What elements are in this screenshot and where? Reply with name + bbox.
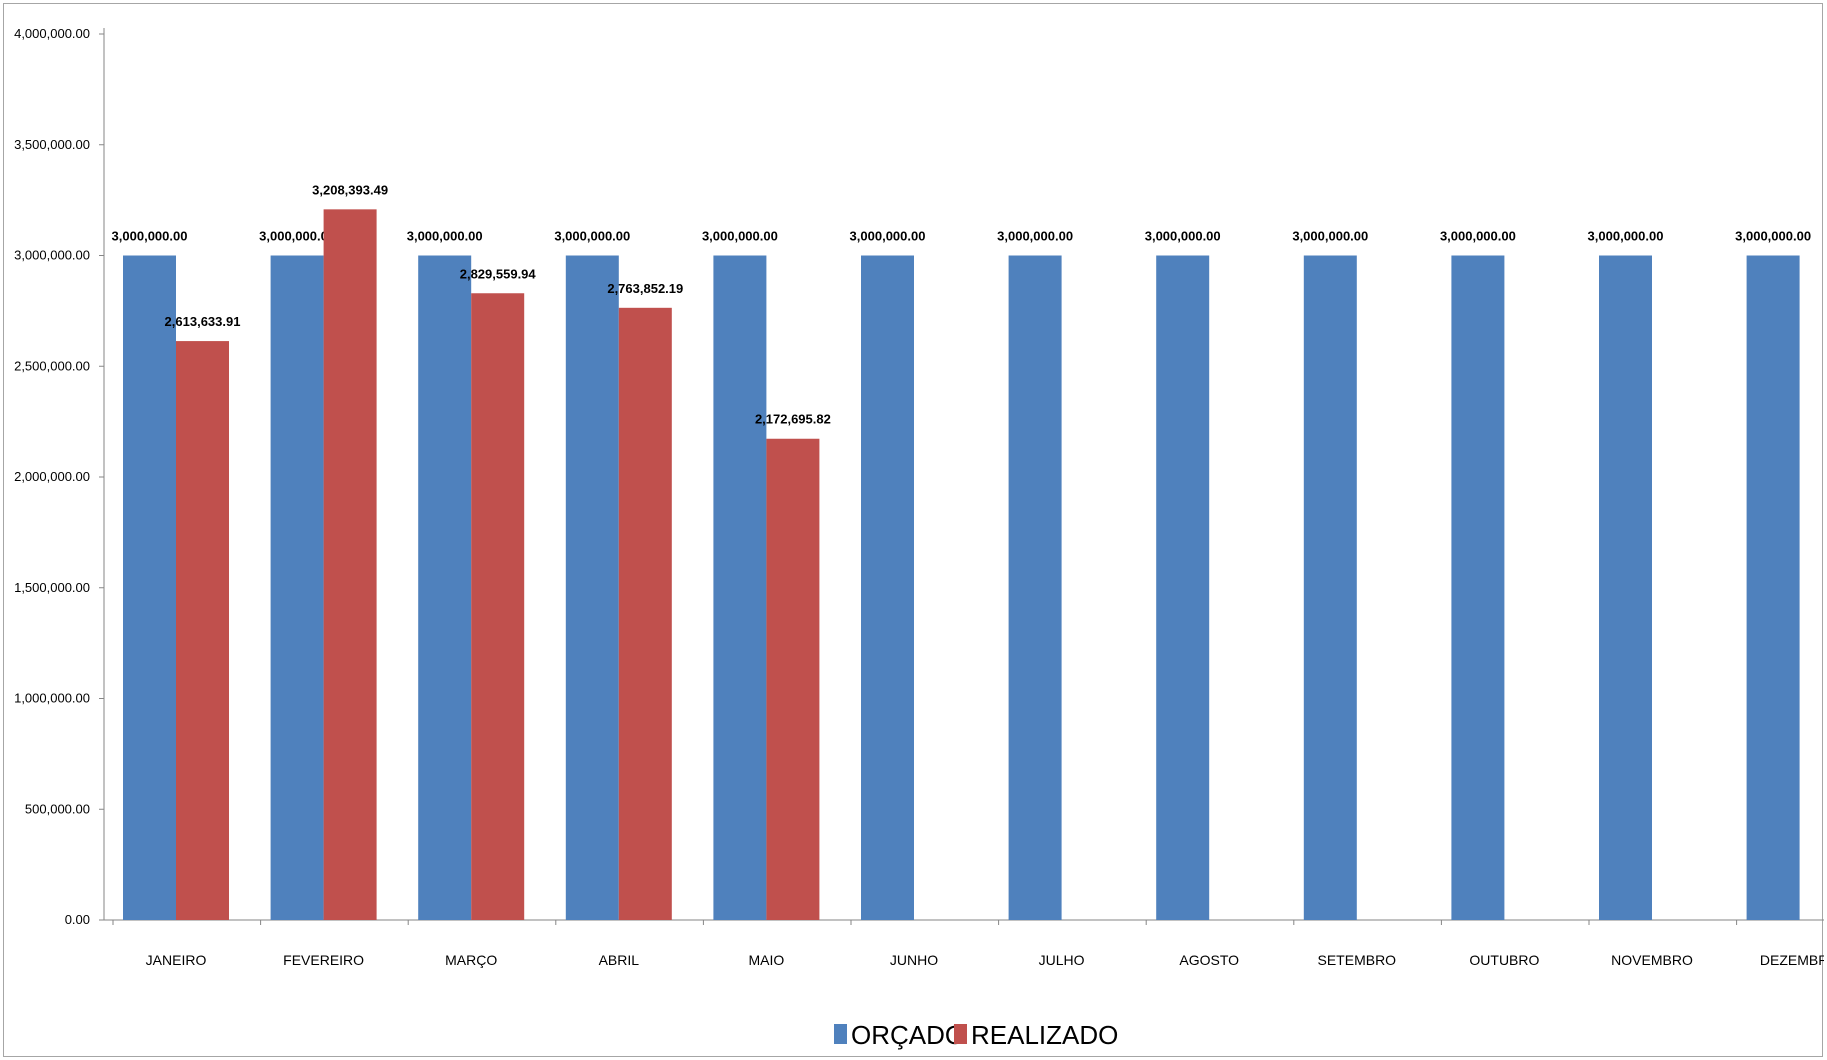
data-label: 3,000,000.00 bbox=[1735, 229, 1811, 244]
data-label: 3,000,000.00 bbox=[850, 229, 926, 244]
bar-realizado bbox=[323, 209, 377, 921]
data-label: 3,000,000.00 bbox=[259, 229, 335, 244]
y-tick-label: 2,500,000.00 bbox=[14, 358, 90, 373]
legend-swatch-orcado bbox=[834, 1024, 847, 1044]
y-tick-label: 3,000,000.00 bbox=[14, 248, 90, 263]
x-tick-label: AGOSTO bbox=[1179, 952, 1239, 968]
data-label: 2,829,559.94 bbox=[460, 266, 537, 281]
data-label: 2,763,852.19 bbox=[607, 281, 683, 296]
y-tick-label: 1,000,000.00 bbox=[14, 691, 90, 706]
x-tick-label: SETEMBRO bbox=[1318, 952, 1397, 968]
x-tick-label: JULHO bbox=[1039, 952, 1085, 968]
x-tick-label: MAIO bbox=[749, 952, 785, 968]
bar-orcado bbox=[1156, 255, 1210, 920]
x-tick-label: ABRIL bbox=[599, 952, 640, 968]
bar-realizado bbox=[176, 341, 229, 920]
x-tick-label: JUNHO bbox=[890, 952, 938, 968]
x-tick-label: JANEIRO bbox=[146, 952, 207, 968]
data-label: 3,208,393.49 bbox=[312, 182, 388, 197]
bar-orcado bbox=[565, 255, 619, 920]
x-tick-label: OUTUBRO bbox=[1469, 952, 1539, 968]
data-label: 2,172,695.82 bbox=[755, 412, 831, 427]
y-tick-label: 2,000,000.00 bbox=[14, 469, 90, 484]
legend-swatch-realizado bbox=[954, 1024, 967, 1044]
legend-label-orcado: ORÇADO bbox=[851, 1020, 965, 1050]
data-label: 3,000,000.00 bbox=[554, 229, 630, 244]
chart-svg: 0.00 500,000.00 1,000,000.00 1,500,000.00 2,… bbox=[14, 26, 1824, 1050]
bar-orcado bbox=[270, 255, 324, 920]
y-tick-label: 4,000,000.00 bbox=[14, 26, 90, 41]
bar-realizado bbox=[618, 307, 672, 920]
x-tick-label: MARÇO bbox=[445, 952, 497, 968]
bar-orcado bbox=[123, 255, 176, 920]
y-tick-label: 500,000.00 bbox=[25, 801, 90, 816]
data-label: 3,000,000.00 bbox=[1292, 229, 1368, 244]
data-label: 2,613,633.91 bbox=[165, 314, 241, 329]
data-label: 3,000,000.00 bbox=[1145, 229, 1221, 244]
data-label: 3,000,000.00 bbox=[997, 229, 1073, 244]
bar-orcado bbox=[1746, 255, 1800, 920]
bar-orcado bbox=[418, 255, 472, 920]
data-label: 3,000,000.00 bbox=[1440, 229, 1516, 244]
data-label: 3,000,000.00 bbox=[112, 229, 188, 244]
bar-orcado bbox=[1008, 255, 1062, 920]
y-tick-label: 3,500,000.00 bbox=[14, 137, 90, 152]
x-tick-label: FEVEREIRO bbox=[283, 952, 364, 968]
bar-realizado bbox=[471, 293, 525, 921]
data-label: 3,000,000.00 bbox=[702, 229, 778, 244]
legend-label-realizado: REALIZADO bbox=[971, 1020, 1118, 1050]
bar-realizado bbox=[766, 438, 820, 920]
data-label: 3,000,000.00 bbox=[1588, 229, 1664, 244]
bar-orcado bbox=[1303, 255, 1357, 920]
bar-orcado bbox=[861, 255, 914, 920]
bar-orcado bbox=[1451, 255, 1505, 920]
data-label: 3,000,000.00 bbox=[407, 229, 483, 244]
x-tick-label: NOVEMBRO bbox=[1611, 952, 1693, 968]
y-tick-label: 1,500,000.00 bbox=[14, 580, 90, 595]
chart-frame: 0.00 500,000.00 1,000,000.00 1,500,000.00 2,… bbox=[3, 3, 1824, 1057]
y-tick-label: 0.00 bbox=[65, 912, 90, 927]
bar-orcado bbox=[1599, 255, 1652, 920]
bar-orcado bbox=[713, 255, 767, 920]
